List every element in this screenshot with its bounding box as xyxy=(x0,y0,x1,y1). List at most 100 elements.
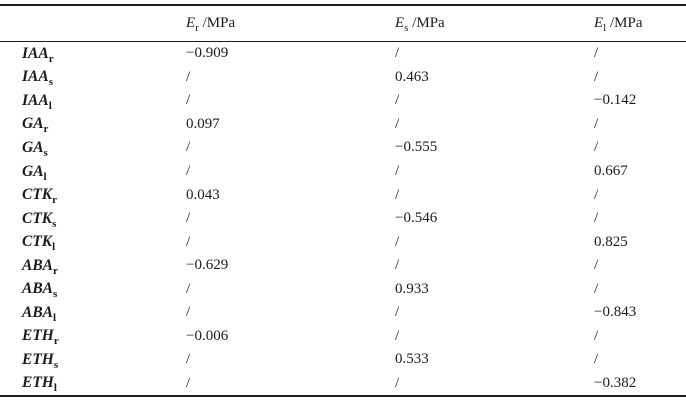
row-label: ETHr xyxy=(22,327,186,347)
row-label-subscript: s xyxy=(48,76,53,89)
row-label: ABAl xyxy=(22,303,186,324)
row-label: ETHl xyxy=(22,374,186,395)
row-label-subscript: s xyxy=(53,358,59,371)
row-label: ABAs xyxy=(22,280,186,301)
value-cell: −0.909 xyxy=(186,45,229,62)
value-cell: / xyxy=(186,139,191,156)
value-cell: / xyxy=(186,374,191,391)
row-label-text: ABA xyxy=(22,280,54,298)
value-cell: / xyxy=(395,186,400,203)
row-label: CTKl xyxy=(22,233,186,254)
row-label-text: ABA xyxy=(22,256,54,274)
table-bottom-rule xyxy=(0,395,686,398)
table-top-rule xyxy=(0,4,686,6)
header-col-es: Es /MPa xyxy=(395,15,594,34)
value-cell: −0.006 xyxy=(186,327,229,344)
row-label-text: ABA xyxy=(22,303,54,321)
value-cell: −0.555 xyxy=(395,139,438,156)
row-label-subscript: s xyxy=(43,147,48,160)
row-label-subscript: s xyxy=(53,288,58,301)
header-col-el: El /MPa xyxy=(594,15,686,34)
row-label: IAAr xyxy=(22,44,186,65)
row-label-subscript: l xyxy=(53,382,57,395)
col-subscript: s xyxy=(404,22,409,34)
row-label-text: CTK xyxy=(22,233,53,251)
value-cell: / xyxy=(186,304,191,321)
table-row: IAAl / / −0.142 xyxy=(0,89,686,113)
col-symbol: E xyxy=(594,15,604,31)
value-cell: / xyxy=(594,327,599,344)
table-row: IAAs/0.463/ xyxy=(0,66,686,90)
row-label-text: CTK xyxy=(22,186,53,204)
value-cell: / xyxy=(594,210,599,227)
table-body: IAAr −0.909// IAAs/0.463/IAAl / / −0.142 GAr 0.… xyxy=(0,42,686,395)
value-cell: / xyxy=(395,92,400,109)
value-cell: / xyxy=(186,280,191,297)
value-cell: −0.843 xyxy=(594,304,637,321)
value-cell: / xyxy=(395,163,400,179)
table-header-row: Er /MPa Es /MPa El /MPa xyxy=(0,6,686,41)
row-label-text: IAA xyxy=(22,91,49,109)
row-label-subscript: l xyxy=(53,311,57,324)
table-row: GAr 0.097// xyxy=(0,113,686,137)
col-subscript: l xyxy=(603,22,607,34)
row-label-text: ETH xyxy=(22,350,54,368)
row-label-text: ETH xyxy=(22,327,54,345)
row-label-text: IAA xyxy=(22,44,49,62)
value-cell: / xyxy=(395,115,400,132)
row-label: GAs xyxy=(22,138,186,160)
table-row: ETHl / / −0.382 xyxy=(0,372,686,396)
value-cell: / xyxy=(186,163,191,179)
value-cell: / xyxy=(395,257,400,274)
row-label-subscript: r xyxy=(52,194,58,207)
row-label-text: CTK xyxy=(22,209,53,227)
row-label-text: IAA xyxy=(22,68,49,86)
value-cell: / xyxy=(395,45,400,62)
table-row: ABAl / / −0.843 xyxy=(0,301,686,325)
correlation-table: Er /MPa Es /MPa El /MPa IAAr −0.909// IAAs… xyxy=(0,4,686,398)
value-cell: 0.463 xyxy=(395,68,429,85)
row-label-text: GA xyxy=(22,138,44,156)
row-label: IAAl xyxy=(22,91,186,112)
table-mid-rule xyxy=(0,41,686,42)
row-label-subscript: l xyxy=(48,99,52,112)
table-row: CTKl //0.825 xyxy=(0,230,686,254)
header-col-er: Er /MPa xyxy=(186,15,395,34)
value-cell: / xyxy=(594,280,599,297)
value-cell: 0.097 xyxy=(186,115,220,132)
row-label: CTKs xyxy=(22,209,186,230)
table-row: CTKr 0.043// xyxy=(0,183,686,207)
row-label-subscript: r xyxy=(43,123,49,136)
value-cell: −0.142 xyxy=(594,92,637,109)
row-label: ETHs xyxy=(22,350,186,371)
row-label-text: GA xyxy=(22,115,44,133)
value-cell: / xyxy=(186,68,191,85)
table-row: ETHr −0.006 / / xyxy=(0,325,686,349)
value-cell: / xyxy=(594,45,599,62)
table-row: ETHs/0.533/ xyxy=(0,348,686,372)
table-row: ABAs/0.933/ xyxy=(0,277,686,301)
value-cell: / xyxy=(594,139,599,156)
col-symbol: E xyxy=(186,15,196,31)
value-cell: / xyxy=(395,233,400,250)
row-label: IAAs xyxy=(22,68,186,89)
value-cell: / xyxy=(186,351,191,368)
table-row: GAs / −0.555/ xyxy=(0,136,686,160)
row-label-subscript: l xyxy=(52,241,56,254)
value-cell: / xyxy=(594,115,599,132)
row-label-subscript: s xyxy=(52,217,57,230)
value-cell: 0.933 xyxy=(395,280,429,297)
row-label: GAr xyxy=(22,115,186,136)
value-cell: / xyxy=(395,374,400,391)
col-unit: /MPa xyxy=(606,15,643,31)
value-cell: −0.382 xyxy=(594,374,637,391)
row-label-subscript: r xyxy=(53,264,58,277)
table-row: ABAr −0.629// xyxy=(0,254,686,278)
value-cell: 0.533 xyxy=(395,351,429,368)
col-unit: /MPa xyxy=(198,15,236,31)
row-label-text: ETH xyxy=(22,374,54,392)
value-cell: −0.546 xyxy=(395,210,438,227)
value-cell: 0.825 xyxy=(594,233,628,250)
value-cell: / xyxy=(395,327,400,344)
